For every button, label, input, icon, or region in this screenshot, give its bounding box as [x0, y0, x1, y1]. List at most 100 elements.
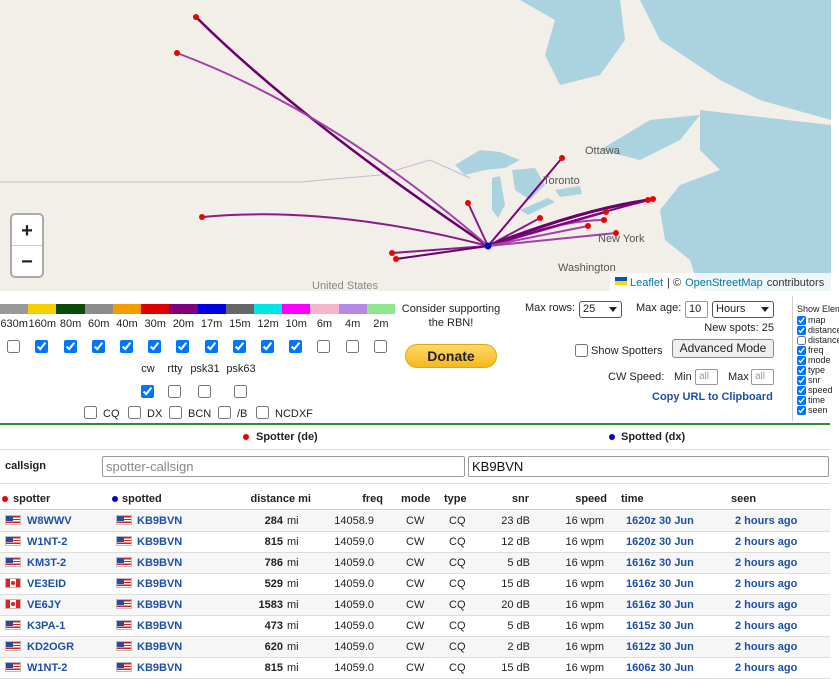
spotter-callsign[interactable]: W1NT-2 [27, 536, 68, 548]
donate-button[interactable]: Donate [405, 344, 497, 368]
time[interactable]: 1615z 30 Jun [626, 620, 694, 632]
spotted-callsign[interactable]: KB9BVN [137, 599, 183, 611]
checkbox[interactable] [176, 340, 190, 353]
checkbox[interactable] [373, 340, 387, 353]
time[interactable]: 1620z 30 Jun [626, 536, 694, 548]
seen[interactable]: 2 hours ago [735, 641, 798, 653]
checkbox[interactable] [169, 406, 182, 419]
time[interactable]: 1620z 30 Jun [626, 515, 694, 527]
checkbox[interactable] [218, 406, 231, 419]
freq: 14059.0 [334, 662, 374, 674]
time[interactable]: 1616z 30 Jun [626, 599, 694, 611]
leaflet-link[interactable]: Leaflet [630, 277, 663, 289]
checkbox[interactable] [289, 340, 303, 353]
checkbox[interactable] [35, 340, 49, 353]
spotted-callsign[interactable]: KB9BVN [137, 557, 183, 569]
seen[interactable]: 2 hours ago [735, 536, 798, 548]
checkbox[interactable] [797, 396, 806, 405]
time[interactable]: 1606z 30 Jun [626, 662, 694, 674]
lake-michigan [492, 176, 505, 218]
max-rows-select[interactable]: 25 [579, 301, 622, 318]
element-label: map [808, 315, 826, 325]
checkbox[interactable] [234, 385, 247, 398]
distance-unit: mi [287, 662, 299, 674]
seen[interactable]: 2 hours ago [735, 515, 798, 527]
seen[interactable]: 2 hours ago [735, 557, 798, 569]
time[interactable]: 1616z 30 Jun [626, 578, 694, 590]
max-age-input[interactable]: 10 [685, 301, 708, 318]
checkbox[interactable] [84, 406, 97, 419]
mode: CW [406, 536, 425, 548]
checkbox[interactable] [797, 326, 806, 335]
spotter-callsign-input[interactable]: spotter-callsign [102, 456, 465, 477]
zoom-in[interactable]: + [21, 220, 33, 242]
checkbox[interactable] [168, 385, 181, 398]
max-age-unit[interactable]: Hours [712, 301, 774, 318]
spotter-callsign[interactable]: W1NT-2 [27, 662, 68, 674]
spotter-callsign[interactable]: KM3T-2 [27, 557, 67, 569]
type: CQ [449, 641, 466, 653]
checkbox[interactable] [797, 346, 806, 355]
spot-row: KM3T-2 KB9BVN 786 mi 14059.0 CW CQ 5 dB 16 wpm 16… [0, 553, 830, 574]
checkbox[interactable] [345, 340, 359, 353]
flag [116, 599, 132, 609]
advanced-mode-button[interactable]: Advanced Mode [672, 339, 774, 358]
spotter-header: Spotter (de) [256, 431, 318, 443]
spotter-callsign[interactable]: W8WWV [27, 515, 72, 527]
checkbox[interactable] [128, 406, 141, 419]
checkbox[interactable] [797, 366, 806, 375]
spotted-callsign[interactable]: KB9BVN [137, 620, 183, 632]
checkbox[interactable] [256, 406, 269, 419]
spotted-callsign-input[interactable]: KB9BVN [468, 456, 829, 477]
max-input[interactable]: all [751, 369, 774, 385]
checkbox[interactable] [232, 340, 246, 353]
min-input[interactable]: all [695, 369, 718, 385]
checkbox[interactable] [148, 340, 162, 353]
time[interactable]: 1616z 30 Jun [626, 557, 694, 569]
checkbox[interactable] [261, 340, 275, 353]
zoom-out[interactable]: − [21, 251, 33, 273]
copy-url-link[interactable]: Copy URL to Clipboard [652, 391, 773, 403]
attribution-sep: | © [667, 277, 681, 289]
seen[interactable]: 2 hours ago [735, 578, 798, 590]
show-spotters-checkbox[interactable] [575, 344, 588, 357]
band-color [225, 304, 255, 314]
spotted-callsign[interactable]: KB9BVN [137, 536, 183, 548]
spotted-callsign[interactable]: KB9BVN [137, 641, 183, 653]
spotted-callsign[interactable]: KB9BVN [137, 515, 183, 527]
element-label: speed [808, 385, 833, 395]
checkbox[interactable] [797, 406, 806, 415]
checkbox[interactable] [7, 340, 21, 353]
spotted-callsign[interactable]: KB9BVN [137, 662, 183, 674]
spotter-callsign[interactable]: KD2OGR [27, 641, 75, 653]
osm-link[interactable]: OpenStreetMap [685, 277, 763, 289]
mode-label: psk63 [226, 363, 256, 375]
checkbox[interactable] [198, 385, 211, 398]
seen[interactable]: 2 hours ago [735, 662, 798, 674]
checkbox[interactable] [141, 385, 154, 398]
distance-unit: mi [287, 515, 299, 527]
checkbox[interactable] [797, 356, 806, 365]
band-color [282, 304, 311, 314]
spotter-callsign[interactable]: VE3EID [27, 578, 67, 590]
checkbox[interactable] [204, 340, 218, 353]
time[interactable]: 1612z 30 Jun [626, 641, 694, 653]
checkbox[interactable] [119, 340, 133, 353]
map[interactable]: Ottawa Toronto New York Washington Unite… [0, 0, 831, 291]
spotter-callsign[interactable]: K3PA-1 [27, 620, 66, 632]
spotter-callsign[interactable]: VE6JY [27, 599, 62, 611]
spotted-callsign[interactable]: KB9BVN [137, 578, 183, 590]
checkbox[interactable] [317, 340, 331, 353]
checkbox[interactable] [797, 336, 806, 345]
checkbox[interactable] [797, 376, 806, 385]
column-header: spotter [13, 493, 51, 505]
seen[interactable]: 2 hours ago [735, 599, 798, 611]
checkbox[interactable] [797, 386, 806, 395]
spot-row: K3PA-1 KB9BVN 473 mi 14059.0 CW CQ 5 dB 16 wpm 16… [0, 616, 830, 637]
checkbox[interactable] [63, 340, 77, 353]
checkbox[interactable] [797, 316, 806, 325]
checkbox[interactable] [91, 340, 105, 353]
ua-flag [615, 281, 627, 285]
band-label: 160m [28, 318, 57, 330]
seen[interactable]: 2 hours ago [735, 620, 798, 632]
